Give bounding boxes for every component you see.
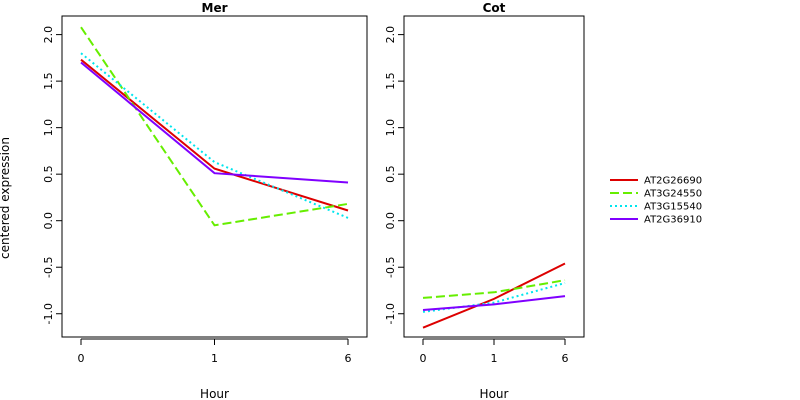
chart-panels: Mer -1.0 -0.5 0.0 0.5 1.0 1.5 2.0 0 1 6 Hour Cot -1.0… (42, 1, 585, 400)
legend-item: AT2G36910 (610, 215, 702, 226)
x-tick-label: 1 (491, 352, 498, 365)
y-tick-label: 0.5 (42, 165, 55, 183)
series-line-at2g26690 (80, 58, 349, 212)
x-tick-label: 0 (78, 352, 85, 365)
panel-cot: Cot -1.0 -0.5 0.0 0.5 1.0 1.5 2.0 0 1 6 Hour (384, 1, 585, 400)
legend-label: AT3G15540 (644, 202, 702, 213)
y-tick-label: 2.0 (42, 26, 55, 44)
legend-item: AT2G26690 (610, 176, 702, 187)
y-tick-label: -1.0 (42, 303, 55, 324)
y-tick-label: 0.5 (384, 165, 397, 183)
series-line-at2g36910 (80, 61, 349, 184)
legend-label: AT2G36910 (644, 215, 702, 226)
panel-title: Mer (202, 1, 228, 15)
x-tick-label: 6 (345, 352, 352, 365)
series-line-at2g36910 (422, 295, 566, 311)
x-tick-label: 0 (420, 352, 427, 365)
y-axis-label: centered expression (0, 137, 12, 259)
y-tick-label: 1.0 (384, 119, 397, 137)
series-line-at3g15540 (422, 282, 566, 313)
series-line-at3g15540 (80, 52, 349, 219)
x-tick-label: 6 (562, 352, 569, 365)
y-tick-label: 1.5 (42, 72, 55, 90)
y-tick-label: -0.5 (42, 256, 55, 277)
series-line-at3g24550 (80, 26, 349, 227)
panel-title: Cot (483, 1, 506, 15)
y-tick-label: 1.0 (42, 119, 55, 137)
x-axis-label: Hour (480, 387, 509, 400)
legend-label: AT2G26690 (644, 176, 702, 187)
series-line-at3g24550 (422, 279, 566, 299)
y-tick-label: -1.0 (384, 303, 397, 324)
legend: AT2G26690 AT3G24550 AT3G15540 AT2G36910 (610, 176, 702, 226)
legend-label: AT3G24550 (644, 189, 702, 200)
y-tick-label: 2.0 (384, 26, 397, 44)
y-tick-label: 1.5 (384, 72, 397, 90)
y-tick-label: -0.5 (384, 256, 397, 277)
legend-item: AT3G15540 (610, 202, 702, 213)
plot-frame (61, 15, 368, 338)
series-line-at2g26690 (422, 262, 566, 329)
x-axis-label: Hour (200, 387, 229, 400)
y-tick-label: 0.0 (42, 212, 55, 230)
panel-mer: Mer -1.0 -0.5 0.0 0.5 1.0 1.5 2.0 0 1 6 Hour (42, 1, 368, 400)
x-tick-label: 1 (211, 352, 218, 365)
legend-item: AT3G24550 (610, 189, 702, 200)
plot-frame (403, 15, 585, 338)
y-tick-label: 0.0 (384, 212, 397, 230)
